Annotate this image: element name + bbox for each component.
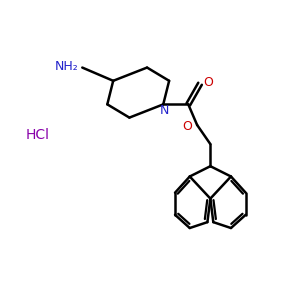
Text: O: O <box>182 120 192 133</box>
Text: N: N <box>160 104 169 117</box>
Text: NH₂: NH₂ <box>55 60 79 73</box>
Text: O: O <box>204 76 214 89</box>
Text: HCl: HCl <box>26 128 50 142</box>
